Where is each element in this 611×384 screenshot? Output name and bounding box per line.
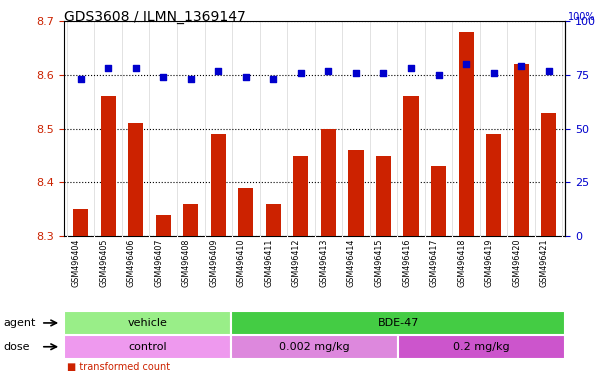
Text: control: control	[128, 342, 167, 352]
Point	[241, 74, 251, 80]
Bar	[458, 32, 474, 384]
Text: agent: agent	[3, 318, 35, 328]
Bar	[101, 96, 115, 384]
Text: GSM496410: GSM496410	[237, 238, 246, 287]
Bar	[64, 311, 231, 335]
Point	[131, 65, 141, 71]
Bar	[431, 166, 446, 384]
Point	[103, 65, 113, 71]
Point	[379, 70, 389, 76]
Point	[268, 76, 278, 82]
Bar	[266, 204, 281, 384]
Bar	[238, 188, 254, 384]
Text: GSM496414: GSM496414	[347, 238, 356, 287]
Bar	[128, 123, 144, 384]
Text: GSM496407: GSM496407	[154, 238, 163, 287]
Bar	[321, 129, 336, 384]
Bar	[541, 113, 556, 384]
Text: GSM496415: GSM496415	[375, 238, 384, 287]
Text: 0.002 mg/kg: 0.002 mg/kg	[279, 342, 350, 352]
Bar	[231, 311, 565, 335]
Text: GDS3608 / ILMN_1369147: GDS3608 / ILMN_1369147	[64, 10, 246, 23]
Point	[461, 61, 471, 67]
Bar	[231, 335, 398, 359]
Text: vehicle: vehicle	[128, 318, 167, 328]
Text: GSM496409: GSM496409	[210, 238, 218, 287]
Point	[158, 74, 168, 80]
Text: dose: dose	[3, 342, 29, 352]
Bar	[376, 156, 391, 384]
Text: GSM496408: GSM496408	[182, 238, 191, 287]
Text: GSM496413: GSM496413	[320, 238, 329, 287]
Point	[213, 68, 223, 74]
Text: GSM496405: GSM496405	[99, 238, 108, 287]
Point	[406, 65, 416, 71]
Text: GSM496416: GSM496416	[402, 238, 411, 287]
Bar	[403, 96, 419, 384]
Point	[324, 68, 334, 74]
Point	[544, 68, 554, 74]
Text: GSM496404: GSM496404	[71, 238, 81, 287]
Point	[296, 70, 306, 76]
Text: ■ transformed count: ■ transformed count	[67, 362, 170, 372]
Text: GSM496418: GSM496418	[457, 238, 466, 287]
Bar	[156, 215, 171, 384]
Text: GSM496420: GSM496420	[512, 238, 521, 287]
Text: GSM496412: GSM496412	[292, 238, 301, 287]
Text: GSM496419: GSM496419	[485, 238, 494, 287]
Point	[516, 63, 526, 70]
Text: GSM496406: GSM496406	[126, 238, 136, 287]
Bar	[293, 156, 309, 384]
Bar	[348, 150, 364, 384]
Point	[351, 70, 361, 76]
Point	[76, 76, 86, 82]
Text: 100%: 100%	[568, 12, 595, 22]
Bar	[514, 64, 529, 384]
Point	[489, 70, 499, 76]
Text: GSM496421: GSM496421	[540, 238, 549, 287]
Bar	[211, 134, 226, 384]
Text: BDE-47: BDE-47	[378, 318, 419, 328]
Bar	[486, 134, 501, 384]
Text: GSM496417: GSM496417	[430, 238, 439, 287]
Text: GSM496411: GSM496411	[265, 238, 273, 287]
Text: 0.2 mg/kg: 0.2 mg/kg	[453, 342, 510, 352]
Bar	[64, 335, 231, 359]
Point	[434, 72, 444, 78]
Bar	[183, 204, 199, 384]
Point	[186, 76, 196, 82]
Bar	[398, 335, 565, 359]
Bar	[73, 209, 88, 384]
